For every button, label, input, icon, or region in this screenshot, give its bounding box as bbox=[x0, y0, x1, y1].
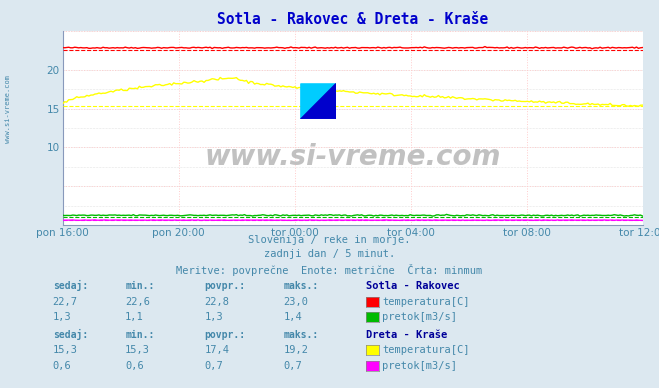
Text: Dreta - Kraše: Dreta - Kraše bbox=[366, 329, 447, 340]
Text: 1,3: 1,3 bbox=[204, 312, 223, 322]
Text: pretok[m3/s]: pretok[m3/s] bbox=[382, 312, 457, 322]
Text: Slovenija / reke in morje.: Slovenija / reke in morje. bbox=[248, 235, 411, 245]
Text: sedaj:: sedaj: bbox=[53, 329, 88, 340]
Text: zadnji dan / 5 minut.: zadnji dan / 5 minut. bbox=[264, 249, 395, 260]
Text: maks.:: maks.: bbox=[283, 281, 318, 291]
Text: povpr.:: povpr.: bbox=[204, 281, 245, 291]
Text: temperatura[C]: temperatura[C] bbox=[382, 345, 470, 355]
Text: 0,7: 0,7 bbox=[204, 360, 223, 371]
Text: www.si-vreme.com: www.si-vreme.com bbox=[5, 74, 11, 143]
Text: 15,3: 15,3 bbox=[125, 345, 150, 355]
Text: Meritve: povprečne  Enote: metrične  Črta: minmum: Meritve: povprečne Enote: metrične Črta:… bbox=[177, 264, 482, 276]
Text: 0,6: 0,6 bbox=[125, 360, 144, 371]
Text: min.:: min.: bbox=[125, 281, 155, 291]
Text: 19,2: 19,2 bbox=[283, 345, 308, 355]
Text: 1,4: 1,4 bbox=[283, 312, 302, 322]
Text: 0,6: 0,6 bbox=[53, 360, 71, 371]
Text: pretok[m3/s]: pretok[m3/s] bbox=[382, 360, 457, 371]
Text: www.si-vreme.com: www.si-vreme.com bbox=[204, 143, 501, 171]
Text: 22,7: 22,7 bbox=[53, 296, 78, 307]
Text: 15,3: 15,3 bbox=[53, 345, 78, 355]
Text: 1,1: 1,1 bbox=[125, 312, 144, 322]
Text: 23,0: 23,0 bbox=[283, 296, 308, 307]
Text: 17,4: 17,4 bbox=[204, 345, 229, 355]
Text: temperatura[C]: temperatura[C] bbox=[382, 296, 470, 307]
Title: Sotla - Rakovec & Dreta - Kraše: Sotla - Rakovec & Dreta - Kraše bbox=[217, 12, 488, 27]
Text: sedaj:: sedaj: bbox=[53, 280, 88, 291]
Text: 22,8: 22,8 bbox=[204, 296, 229, 307]
Text: maks.:: maks.: bbox=[283, 329, 318, 340]
Text: min.:: min.: bbox=[125, 329, 155, 340]
Text: povpr.:: povpr.: bbox=[204, 329, 245, 340]
Text: 22,6: 22,6 bbox=[125, 296, 150, 307]
Text: 1,3: 1,3 bbox=[53, 312, 71, 322]
Text: Sotla - Rakovec: Sotla - Rakovec bbox=[366, 281, 459, 291]
Text: 0,7: 0,7 bbox=[283, 360, 302, 371]
